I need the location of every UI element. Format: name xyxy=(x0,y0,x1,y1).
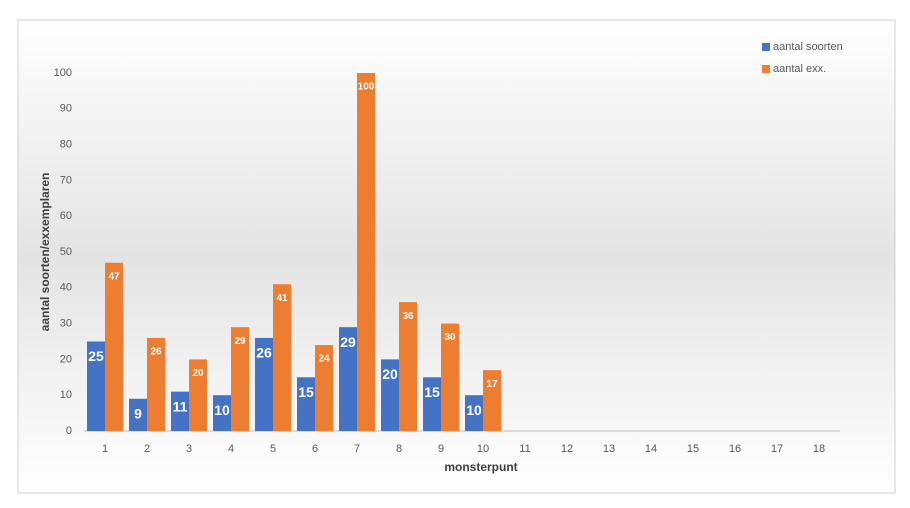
data-label: 10 xyxy=(466,402,482,418)
data-label: 25 xyxy=(88,348,104,364)
bar xyxy=(297,377,315,431)
x-tick-label: 7 xyxy=(354,443,360,455)
x-tick-label: 14 xyxy=(645,443,657,455)
data-label: 36 xyxy=(402,311,414,322)
x-tick-label: 18 xyxy=(813,443,825,455)
y-tick-label: 10 xyxy=(60,389,72,401)
x-tick-label: 2 xyxy=(144,443,150,455)
data-label: 41 xyxy=(276,293,288,304)
y-tick-label: 20 xyxy=(60,353,72,365)
data-label: 47 xyxy=(108,271,120,282)
x-tick-label: 15 xyxy=(687,443,699,455)
data-label: 30 xyxy=(444,332,456,343)
x-tick-label: 10 xyxy=(477,443,489,455)
x-tick-label: 4 xyxy=(228,443,234,455)
data-label: 20 xyxy=(192,368,204,379)
data-label: 15 xyxy=(424,384,440,400)
x-tick-label: 16 xyxy=(729,443,741,455)
y-tick-label: 90 xyxy=(60,103,72,115)
bar xyxy=(129,398,147,431)
x-tick-label: 6 xyxy=(312,443,318,455)
bar xyxy=(381,359,399,431)
data-label: 10 xyxy=(214,402,230,418)
bar xyxy=(399,302,417,431)
y-tick-label: 80 xyxy=(60,139,72,151)
legend-swatch xyxy=(762,43,770,51)
bar xyxy=(171,391,189,431)
data-label: 9 xyxy=(134,405,142,421)
data-label: 29 xyxy=(340,334,356,350)
bar xyxy=(231,327,249,431)
legend-label: aantal exx. xyxy=(773,63,826,75)
bar xyxy=(315,345,333,431)
x-tick-label: 13 xyxy=(603,443,615,455)
data-label: 100 xyxy=(358,82,375,93)
y-tick-label: 100 xyxy=(54,67,72,79)
bar xyxy=(147,337,165,431)
y-tick-label: 70 xyxy=(60,174,72,186)
x-tick-label: 12 xyxy=(561,443,573,455)
bar xyxy=(87,341,105,431)
bar xyxy=(465,395,483,431)
x-tick-label: 9 xyxy=(438,443,444,455)
x-tick-label: 1 xyxy=(102,443,108,455)
x-tick-label: 8 xyxy=(396,443,402,455)
data-label: 17 xyxy=(486,379,498,390)
legend-swatch xyxy=(762,65,770,73)
bar xyxy=(273,284,291,431)
x-tick-label: 11 xyxy=(519,443,530,455)
bar xyxy=(339,327,357,431)
data-label: 26 xyxy=(256,345,272,361)
x-tick-label: 5 xyxy=(270,443,276,455)
bar xyxy=(105,262,123,431)
bar xyxy=(213,395,231,431)
data-label: 29 xyxy=(234,336,246,347)
x-tick-label: 17 xyxy=(771,443,783,455)
y-tick-label: 60 xyxy=(60,210,72,222)
y-axis-title: aantal soorten/exxemplaren xyxy=(38,173,52,332)
x-axis-title: monsterpunt xyxy=(444,460,517,474)
data-label: 11 xyxy=(173,398,188,414)
y-tick-label: 40 xyxy=(60,282,72,294)
bar xyxy=(255,337,273,431)
bar xyxy=(441,323,459,431)
bar xyxy=(483,370,501,431)
data-label: 26 xyxy=(150,347,162,358)
legend-label: aantal soorten xyxy=(773,41,843,53)
data-label: 24 xyxy=(318,354,330,365)
data-label: 20 xyxy=(382,366,398,382)
x-tick-label: 3 xyxy=(186,443,192,455)
y-tick-label: 50 xyxy=(60,246,72,258)
bar xyxy=(357,73,375,431)
bar xyxy=(189,359,207,431)
y-tick-label: 0 xyxy=(66,425,72,437)
y-tick-label: 30 xyxy=(60,318,72,330)
data-label: 15 xyxy=(298,384,314,400)
bar xyxy=(423,377,441,431)
